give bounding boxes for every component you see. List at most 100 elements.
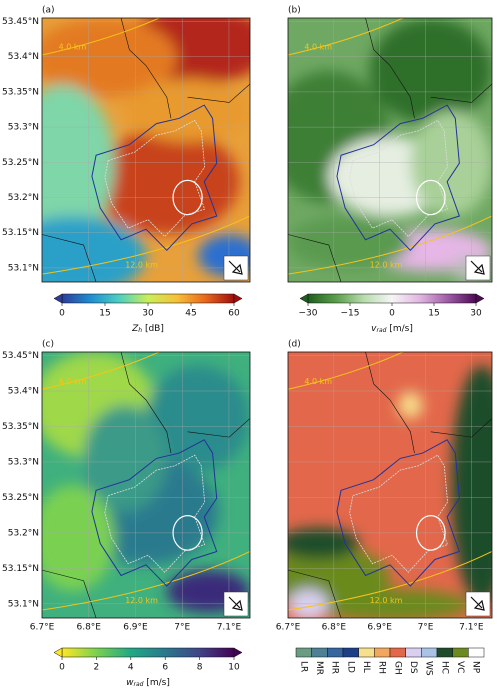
wind-arrow (470, 260, 485, 275)
colorbar-label: vrad [m/s] (371, 324, 413, 334)
lon-tick-label: 7.1°E (217, 623, 242, 633)
lat-tick-label: 53.45°N (2, 351, 39, 361)
radar-cell (410, 110, 492, 216)
contour-label: 4.0 km (304, 377, 332, 386)
colorbar-extend (53, 647, 63, 658)
class-label: WS (424, 661, 434, 676)
radar-cell (42, 18, 178, 98)
radar-cell (369, 18, 492, 124)
colorbar-tick-label: 0 (59, 663, 65, 673)
radar-cell (288, 588, 329, 618)
label-symbol: Z (131, 324, 139, 334)
colorbar-tick-label: 0 (59, 309, 65, 319)
colorbar-tick-label: 6 (162, 663, 168, 673)
class-swatch (327, 647, 344, 658)
colorbar-tick-label: 30 (470, 309, 482, 319)
border-line (288, 352, 492, 618)
lon-tick-label: 6.9°E (123, 623, 148, 633)
label-unit: [m/s] (386, 324, 412, 334)
range-contour (42, 551, 250, 611)
range-contour (42, 18, 161, 56)
radar-cell (42, 84, 115, 243)
area-outline (336, 439, 461, 587)
map-panel: 4.0 km 12.0 km (42, 352, 250, 618)
contour-label: 12.0 km (125, 260, 158, 269)
colorbar-extend (233, 647, 243, 658)
class-swatch (436, 647, 453, 658)
colorbar-label: wrad [m/s] (126, 678, 170, 688)
colorbar-tick-label: 2 (94, 663, 100, 673)
lon-tick-label: 7°E (418, 623, 434, 633)
lat-tick-label: 53.1°N (8, 263, 39, 273)
wind-arrow (228, 260, 243, 275)
colorbar-tick-label: −30 (299, 309, 318, 319)
lat-tick-label: 53.4°N (8, 52, 39, 62)
target-circle (415, 179, 446, 216)
lon-tick-label: 6.7°E (276, 623, 301, 633)
colorbar-tick-label: 30 (142, 309, 154, 319)
colorbar (61, 293, 235, 304)
class-label: RH (377, 661, 387, 674)
colorbar-tick-label: 15 (99, 309, 110, 319)
class-swatch (421, 647, 438, 658)
contour-label: 4.0 km (304, 43, 332, 52)
class-label: DS (408, 661, 418, 674)
class-label: NP (471, 661, 481, 674)
lon-tick-label: 6.8°E (76, 623, 101, 633)
colorbar-tick-label: 60 (228, 309, 240, 319)
colorbar-tick-label: 15 (428, 309, 439, 319)
panel-label: (c) (42, 340, 54, 350)
lon-tick-label: 7°E (174, 623, 190, 633)
range-contour (288, 18, 405, 56)
class-label: MR (314, 661, 324, 675)
radar-cell (42, 485, 115, 592)
class-swatch (452, 647, 469, 658)
area-outline (104, 119, 206, 238)
lat-tick-label: 53.35°N (2, 422, 39, 432)
label-unit: [dB] (142, 324, 164, 334)
label-symbol: v (371, 324, 377, 334)
range-contour (288, 551, 492, 611)
contour-label: 4.0 km (59, 43, 87, 52)
class-swatch (311, 647, 328, 658)
radar-cell (94, 128, 240, 235)
label-sub: rad (377, 327, 387, 334)
colorbar-extend (53, 293, 63, 304)
label-symbol: w (126, 678, 134, 688)
label-unit: [m/s] (143, 678, 169, 688)
range-contour (42, 215, 250, 275)
lat-tick-label: 53.25°N (2, 493, 39, 503)
class-label: HL (361, 661, 371, 673)
contour-label: 12.0 km (370, 260, 403, 269)
lat-tick-label: 53.15°N (2, 228, 39, 238)
class-swatch (468, 647, 485, 658)
class-label: HR (330, 661, 340, 674)
map-panel: 4.0 km 12.0 km (288, 352, 492, 618)
label-sub: h (138, 327, 142, 334)
radar-cell (146, 365, 250, 472)
contour-label: 4.0 km (59, 377, 87, 386)
colorbar-extend (233, 293, 243, 304)
colorbar-tick-label: 0 (389, 309, 395, 319)
radar-cell (288, 527, 360, 560)
lon-tick-label: 6.8°E (322, 623, 347, 633)
lat-tick-label: 53.3°N (8, 123, 39, 133)
class-label: LD (345, 661, 355, 673)
range-contour (42, 352, 161, 390)
panel-label: (b) (288, 6, 301, 16)
class-swatch (295, 647, 312, 658)
border-line (42, 18, 250, 282)
lat-tick-label: 53.25°N (2, 158, 39, 168)
lon-tick-label: 6.9°E (367, 623, 392, 633)
colorbar (307, 293, 477, 304)
area-outline (104, 454, 206, 573)
lat-tick-label: 53.3°N (8, 457, 39, 467)
colorbar-extend (475, 293, 485, 304)
radar-cell (398, 391, 423, 419)
colorbar-tick-label: 8 (197, 663, 203, 673)
lat-tick-label: 53.1°N (8, 599, 39, 609)
class-swatch (405, 647, 422, 658)
range-contour (288, 215, 492, 275)
lon-tick-label: 7.1°E (459, 623, 484, 633)
label-sub: rad (134, 681, 144, 688)
